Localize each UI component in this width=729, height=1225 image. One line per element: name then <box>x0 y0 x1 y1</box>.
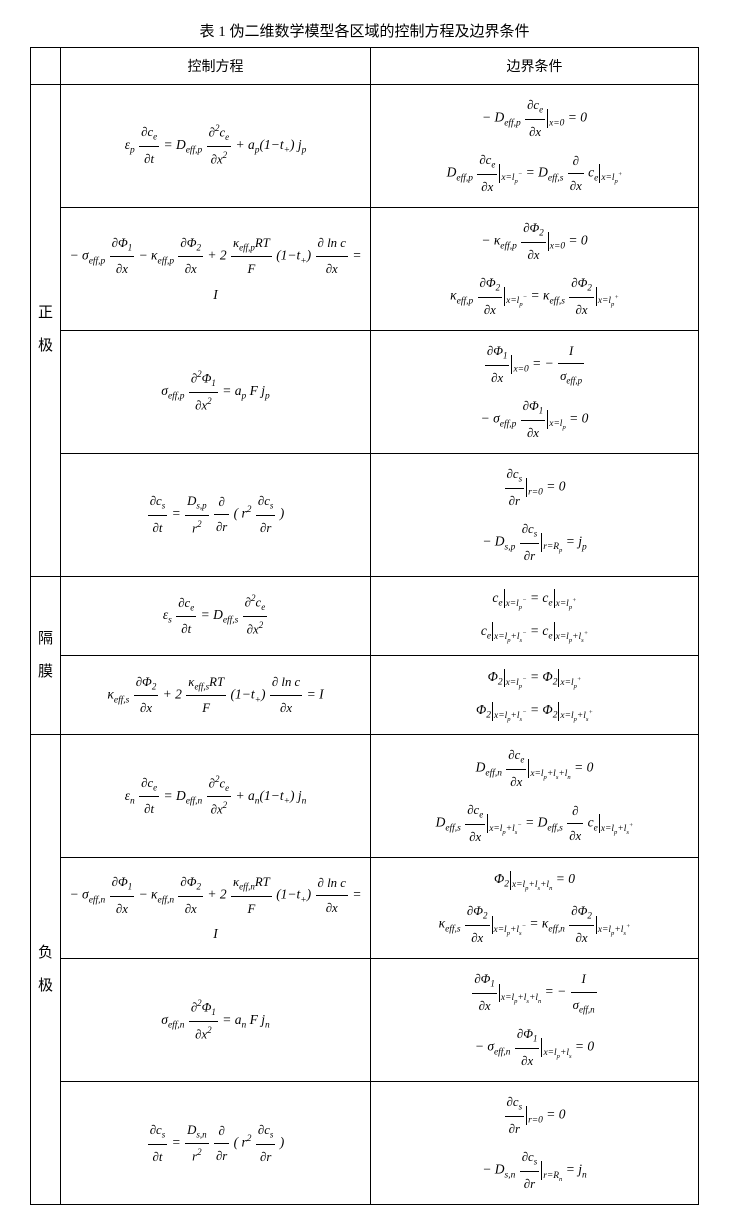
bc-eq: cex=lp− = cex=lp+cex=lp+ls− = cex=lp+ls+ <box>371 576 699 655</box>
table-row: − σeff,p ∂Φ1∂x − κeff,p ∂Φ2∂x + 2 κeff,p… <box>31 207 699 330</box>
table-row: ∂cs∂t = Ds,nr2 ∂∂r ( r2 ∂cs∂r ) ∂cs∂rr=0… <box>31 1082 699 1205</box>
table-row: − σeff,n ∂Φ1∂x − κeff,n ∂Φ2∂x + 2 κeff,n… <box>31 858 699 959</box>
header-boundary: 边界条件 <box>371 48 699 85</box>
table-row: ∂cs∂t = Ds,pr2 ∂∂r ( r2 ∂cs∂r ) ∂cs∂rr=0… <box>31 453 699 576</box>
region-label-negative: 负 极 <box>31 735 61 1205</box>
header-governing: 控制方程 <box>61 48 371 85</box>
bc-eq: ∂Φ1∂xx=lp+ls+ln = − Iσeff,n− σeff,n ∂Φ1∂… <box>371 959 699 1082</box>
bc-eq: − κeff,p ∂Φ2∂xx=0 = 0κeff,p ∂Φ2∂xx=lp− =… <box>371 207 699 330</box>
gov-eq: εn ∂ce∂t = Deff,n ∂2ce∂x2 + an(1−t+) jn <box>61 735 371 858</box>
table-caption: 表 1 伪二维数学模型各区域的控制方程及边界条件 <box>30 20 699 41</box>
table-row: κeff,s ∂Φ2∂x + 2 κeff,sRTF (1−t+) ∂ ln c… <box>31 656 699 735</box>
table-row: σeff,n ∂2Φ1∂x2 = an F jn ∂Φ1∂xx=lp+ls+ln… <box>31 959 699 1082</box>
bc-eq: ∂cs∂rr=0 = 0− Ds,n ∂cs∂rr=Rn = jn <box>371 1082 699 1205</box>
header-blank <box>31 48 61 85</box>
bc-eq: ∂cs∂rr=0 = 0− Ds,p ∂cs∂rr=Rp = jp <box>371 453 699 576</box>
gov-eq: − σeff,p ∂Φ1∂x − κeff,p ∂Φ2∂x + 2 κeff,p… <box>61 207 371 330</box>
table-header-row: 控制方程 边界条件 <box>31 48 699 85</box>
equations-table: 控制方程 边界条件 正 极 εp ∂ce∂t = Deff,p ∂2ce∂x2 … <box>30 47 699 1205</box>
gov-eq: ∂cs∂t = Ds,nr2 ∂∂r ( r2 ∂cs∂r ) <box>61 1082 371 1205</box>
bc-eq: Φ2x=lp+ls+ln = 0κeff,s ∂Φ2∂xx=lp+ls− = κ… <box>371 858 699 959</box>
bc-eq: − Deff,p ∂ce∂xx=0 = 0Deff,p ∂ce∂xx=lp− =… <box>371 85 699 208</box>
gov-eq: − σeff,n ∂Φ1∂x − κeff,n ∂Φ2∂x + 2 κeff,n… <box>61 858 371 959</box>
bc-eq: ∂Φ1∂xx=0 = − Iσeff,p− σeff,p ∂Φ1∂xx=lp =… <box>371 330 699 453</box>
gov-eq: σeff,n ∂2Φ1∂x2 = an F jn <box>61 959 371 1082</box>
gov-eq: σeff,p ∂2Φ1∂x2 = ap F jp <box>61 330 371 453</box>
table-row: 隔 膜 εs ∂ce∂t = Deff,s ∂2ce∂x2 cex=lp− = … <box>31 576 699 655</box>
bc-eq: Φ2x=lp− = Φ2x=lp+Φ2x=lp+ls− = Φ2x=lp+ls+ <box>371 656 699 735</box>
region-label-positive: 正 极 <box>31 85 61 577</box>
gov-eq: εs ∂ce∂t = Deff,s ∂2ce∂x2 <box>61 576 371 655</box>
gov-eq: κeff,s ∂Φ2∂x + 2 κeff,sRTF (1−t+) ∂ ln c… <box>61 656 371 735</box>
table-row: σeff,p ∂2Φ1∂x2 = ap F jp ∂Φ1∂xx=0 = − Iσ… <box>31 330 699 453</box>
bc-eq: Deff,n ∂ce∂xx=lp+ls+ln = 0Deff,s ∂ce∂xx=… <box>371 735 699 858</box>
table-row: 负 极 εn ∂ce∂t = Deff,n ∂2ce∂x2 + an(1−t+)… <box>31 735 699 858</box>
gov-eq: ∂cs∂t = Ds,pr2 ∂∂r ( r2 ∂cs∂r ) <box>61 453 371 576</box>
gov-eq: εp ∂ce∂t = Deff,p ∂2ce∂x2 + ap(1−t+) jp <box>61 85 371 208</box>
region-label-separator: 隔 膜 <box>31 576 61 735</box>
table-row: 正 极 εp ∂ce∂t = Deff,p ∂2ce∂x2 + ap(1−t+)… <box>31 85 699 208</box>
